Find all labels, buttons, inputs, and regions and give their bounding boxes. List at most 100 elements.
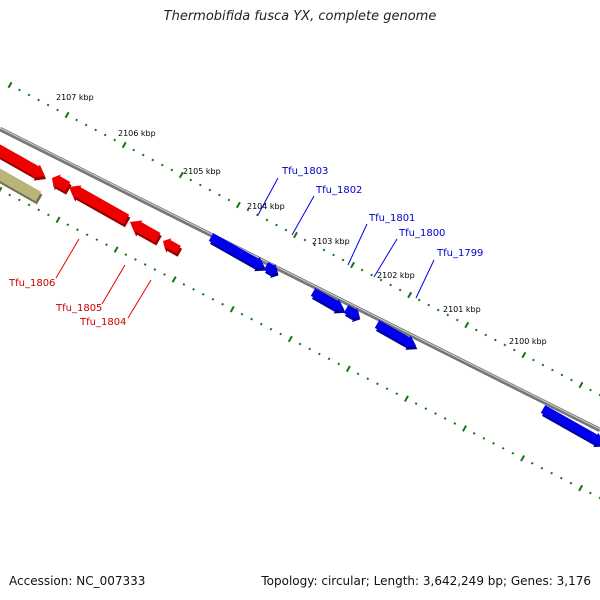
gene-tfu-1799[interactable] bbox=[374, 320, 418, 350]
minor-tick bbox=[221, 302, 224, 306]
major-tick bbox=[345, 365, 351, 373]
minor-tick bbox=[492, 441, 495, 445]
feature-olive[interactable] bbox=[0, 163, 44, 207]
kbp-label: 2106 kbp bbox=[118, 129, 156, 138]
gene-tfu-1804[interactable] bbox=[130, 220, 162, 246]
gene-tfu-1806-body bbox=[52, 174, 71, 192]
minor-tick bbox=[46, 103, 50, 107]
minor-tick bbox=[493, 338, 497, 342]
major-tick bbox=[55, 216, 61, 224]
minor-tick bbox=[265, 218, 269, 222]
major-tick bbox=[293, 231, 298, 239]
minor-tick bbox=[298, 342, 302, 346]
minor-tick bbox=[472, 432, 476, 435]
major-tick bbox=[0, 186, 3, 193]
minor-tick bbox=[436, 308, 440, 312]
minor-tick bbox=[541, 363, 545, 367]
leader-line bbox=[415, 259, 435, 299]
backbone-highlight bbox=[0, 127, 600, 430]
minor-tick bbox=[103, 133, 107, 137]
minor-tick bbox=[37, 98, 40, 102]
minor-tick bbox=[27, 203, 31, 207]
leader-line bbox=[347, 223, 368, 266]
minor-tick bbox=[503, 343, 507, 347]
major-tick bbox=[7, 81, 13, 89]
minor-tick bbox=[160, 163, 164, 167]
minor-tick bbox=[153, 268, 157, 271]
minor-tick bbox=[474, 328, 478, 332]
backbone-layer bbox=[0, 126, 600, 433]
gene-label[interactable]: Tfu_1800 bbox=[398, 228, 445, 239]
kbp-label: 2104 kbp bbox=[247, 202, 285, 211]
minor-tick bbox=[75, 118, 78, 122]
minor-tick bbox=[588, 491, 592, 495]
major-tick bbox=[404, 395, 409, 402]
minor-tick bbox=[540, 466, 544, 470]
gene-offscreen-reverse[interactable] bbox=[0, 140, 47, 181]
gene-small-reverse[interactable] bbox=[163, 238, 183, 257]
minor-tick bbox=[327, 357, 331, 361]
minor-tick bbox=[170, 168, 174, 172]
minor-tick bbox=[250, 317, 253, 321]
minor-tick bbox=[453, 422, 457, 425]
minor-tick bbox=[201, 292, 205, 296]
kbp-label: 2101 kbp bbox=[443, 305, 481, 314]
minor-tick bbox=[313, 243, 316, 247]
gene-label[interactable]: Tfu_1805 bbox=[55, 303, 102, 314]
minor-tick bbox=[379, 278, 383, 282]
minor-tick bbox=[414, 402, 418, 405]
gene-label[interactable]: Tfu_1801 bbox=[368, 213, 415, 224]
minor-tick bbox=[317, 352, 321, 356]
gene-label[interactable]: Tfu_1806 bbox=[8, 278, 55, 289]
leader-line bbox=[291, 195, 315, 236]
minor-tick bbox=[94, 128, 98, 132]
minor-tick bbox=[551, 368, 554, 372]
accession-text: Accession: NC_007333 bbox=[9, 574, 146, 588]
gene-tfu-1803[interactable] bbox=[208, 233, 267, 272]
minor-tick bbox=[208, 188, 212, 192]
minor-tick bbox=[269, 327, 273, 331]
gene-offscreen-forward[interactable] bbox=[540, 405, 600, 448]
minor-tick bbox=[389, 283, 393, 287]
minor-tick bbox=[56, 108, 59, 112]
gene-tfu-1801[interactable] bbox=[310, 288, 346, 314]
minor-tick bbox=[512, 348, 516, 352]
gene-tfu-1799-body bbox=[374, 320, 417, 347]
minor-tick bbox=[370, 273, 373, 277]
label-layer: 2107 kbp 2106 kbp 2105 kbp 2104 kbp 2103 kbp… bbox=[8, 93, 547, 346]
leader-line bbox=[127, 279, 152, 319]
major-tick bbox=[229, 305, 235, 313]
topology-stats-text: Topology: circular; Length: 3,642,249 bp… bbox=[261, 574, 591, 588]
minor-tick bbox=[275, 223, 278, 227]
gene-layer bbox=[0, 140, 600, 448]
minor-tick bbox=[341, 258, 345, 262]
minor-tick bbox=[360, 268, 364, 272]
gene-label[interactable]: Tfu_1799 bbox=[436, 248, 483, 259]
kbp-label: 2102 kbp bbox=[377, 271, 415, 280]
major-tick bbox=[462, 425, 467, 432]
minor-tick bbox=[376, 382, 379, 386]
gene-tfu-1803-body bbox=[208, 233, 265, 269]
minor-tick bbox=[398, 288, 402, 292]
minor-tick bbox=[427, 303, 431, 307]
minor-tick bbox=[501, 446, 505, 450]
lower-tick-row bbox=[0, 186, 600, 500]
minor-tick bbox=[211, 297, 215, 301]
minor-tick bbox=[105, 243, 108, 247]
minor-tick bbox=[18, 88, 21, 92]
minor-tick bbox=[308, 347, 312, 351]
major-tick bbox=[578, 381, 584, 389]
minor-tick bbox=[484, 333, 488, 337]
gene-label[interactable]: Tfu_1802 bbox=[315, 185, 362, 196]
gene-label[interactable]: Tfu_1803 bbox=[281, 166, 328, 177]
minor-tick bbox=[113, 138, 117, 142]
minor-tick bbox=[560, 373, 564, 377]
leader-line bbox=[55, 238, 80, 279]
gene-tfu-1800[interactable] bbox=[343, 305, 361, 323]
gene-tfu-1806[interactable] bbox=[52, 174, 72, 195]
gene-label[interactable]: Tfu_1804 bbox=[79, 317, 126, 328]
gene-tfu-1802[interactable] bbox=[263, 262, 279, 279]
minor-tick bbox=[322, 248, 326, 252]
gene-tfu-1805[interactable] bbox=[69, 185, 131, 228]
